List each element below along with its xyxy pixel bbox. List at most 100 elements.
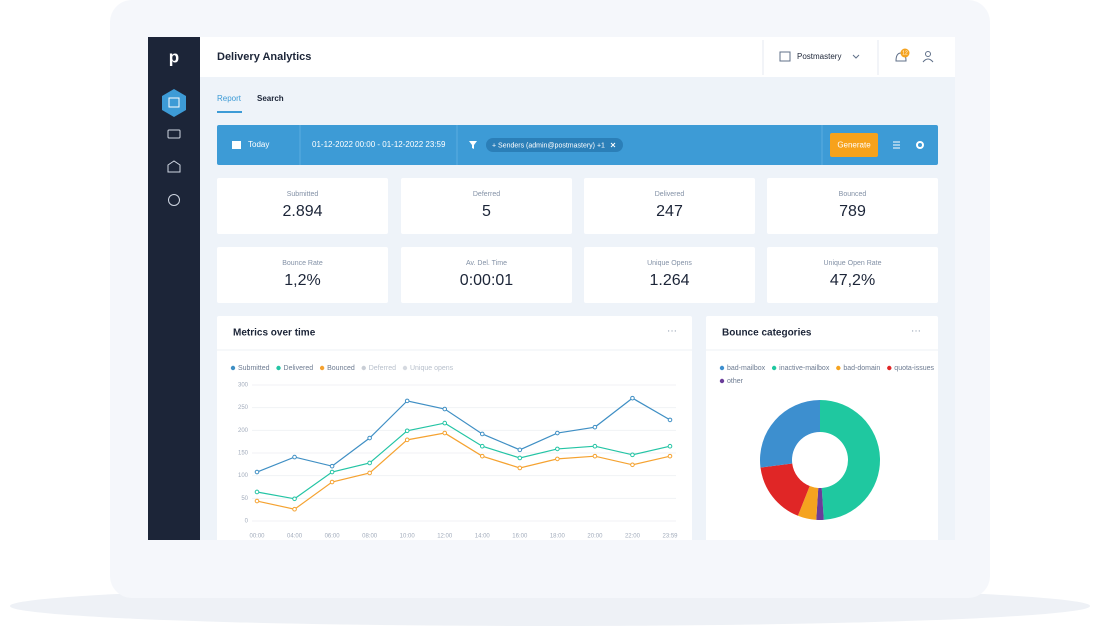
legend-label: Submitted [238, 365, 270, 372]
range-select[interactable]: Today [248, 140, 269, 149]
y-tick-label: 250 [238, 405, 249, 411]
tab-active[interactable]: Report [217, 94, 242, 103]
point [292, 454, 297, 460]
stat-label: Delivered [655, 191, 685, 198]
point [517, 465, 523, 471]
stat-card [767, 178, 938, 234]
point [292, 506, 297, 512]
point [555, 456, 560, 462]
point [292, 496, 297, 502]
chip-close[interactable] [610, 142, 616, 148]
badge-count: 12 [902, 50, 908, 56]
legend-label: Bounced [327, 365, 355, 372]
point [517, 455, 523, 461]
stats: Submitted 2.894 Deferred 5 Delivered 247 Bounc… [217, 178, 938, 303]
point [329, 479, 335, 485]
card-menu[interactable]: ··· [911, 326, 921, 337]
point [367, 470, 372, 476]
pie-slice [820, 399, 881, 520]
point [592, 453, 598, 459]
screen: p Delivery Analytics Postmastery 12 Repo… [148, 37, 955, 540]
legend-label: bad-mailbox [727, 365, 766, 372]
legend-swatch [887, 365, 892, 371]
point [630, 462, 635, 468]
x-tick-label: 20:00 [587, 534, 603, 540]
x-tick-label: 10:00 [400, 534, 416, 540]
page-title: Delivery Analytics [217, 51, 311, 63]
stat-value: 1,2% [284, 272, 320, 289]
point [367, 460, 372, 466]
calendar-icon [232, 141, 241, 149]
point [667, 443, 673, 449]
point [404, 428, 410, 434]
legend-swatch [836, 365, 841, 371]
user-icon[interactable] [925, 51, 931, 57]
header [200, 37, 955, 77]
tab[interactable]: Search [257, 94, 284, 103]
point [367, 435, 372, 441]
card-menu[interactable]: ··· [667, 326, 677, 337]
button-label: Generate [837, 141, 871, 150]
point [592, 424, 598, 430]
legend-swatch [719, 378, 725, 384]
filter-icon [469, 141, 477, 149]
series-line [256, 432, 671, 510]
point [630, 395, 635, 401]
stat-label: Av. Del. Time [466, 260, 507, 267]
point [479, 443, 485, 449]
legend-label: other [727, 378, 744, 385]
x-tick-label: 22:00 [625, 534, 641, 540]
account-select[interactable]: Postmastery [797, 52, 841, 61]
legend-swatch [230, 365, 236, 371]
stat-label: Submitted [287, 191, 319, 198]
settings-sliders[interactable] [893, 141, 900, 149]
legend-label: inactive-mailbox [779, 365, 830, 372]
stat-label: Deferred [473, 191, 500, 198]
pie-slice [760, 400, 820, 468]
stat-value: 47,2% [830, 272, 875, 289]
filter-chip[interactable] [486, 138, 623, 152]
stat-card [584, 178, 755, 234]
nav-globe[interactable] [168, 194, 180, 206]
user-icon [922, 58, 934, 63]
y-tick-label: 0 [245, 519, 249, 525]
account-icon [779, 51, 791, 62]
point [254, 498, 260, 504]
legend-label: bad-domain [843, 365, 880, 372]
y-tick-label: 100 [238, 473, 249, 479]
point [479, 431, 485, 437]
x-tick-label: 00:00 [249, 534, 265, 540]
point [592, 443, 598, 449]
generate-button[interactable] [830, 133, 878, 157]
legend-swatch [276, 365, 281, 371]
point [329, 463, 335, 469]
nav-inbox[interactable] [167, 160, 181, 173]
sidebar [148, 37, 200, 540]
date-range[interactable]: 01-12-2022 00:00 - 01-12-2022 23:59 [312, 140, 446, 149]
stat-card [767, 247, 938, 303]
legend-swatch [361, 365, 366, 371]
stat-value: 0:00:01 [460, 272, 513, 289]
settings-gear[interactable] [916, 141, 924, 149]
stat-label: Bounce Rate [282, 260, 323, 267]
legend-label: Unique opens [410, 365, 454, 372]
stat-card [217, 178, 388, 234]
x-tick-label: 08:00 [362, 534, 378, 540]
point [630, 452, 635, 458]
stat-label: Bounced [839, 191, 867, 198]
x-tick-label: 14:00 [475, 534, 491, 540]
point [442, 430, 448, 436]
stat-value: 789 [839, 203, 866, 220]
stat-label: Unique Open Rate [824, 260, 882, 267]
stat-value: 5 [482, 203, 491, 220]
chevron [852, 54, 860, 59]
point [555, 430, 560, 436]
pie-slice [760, 463, 810, 516]
pie-slice [797, 486, 819, 520]
chip-label: + Senders (admin@postmastery) +1 [492, 142, 605, 149]
stat-card [217, 247, 388, 303]
nav-messages[interactable] [167, 129, 181, 139]
point [442, 420, 448, 426]
nav-analytics[interactable] [162, 89, 186, 117]
